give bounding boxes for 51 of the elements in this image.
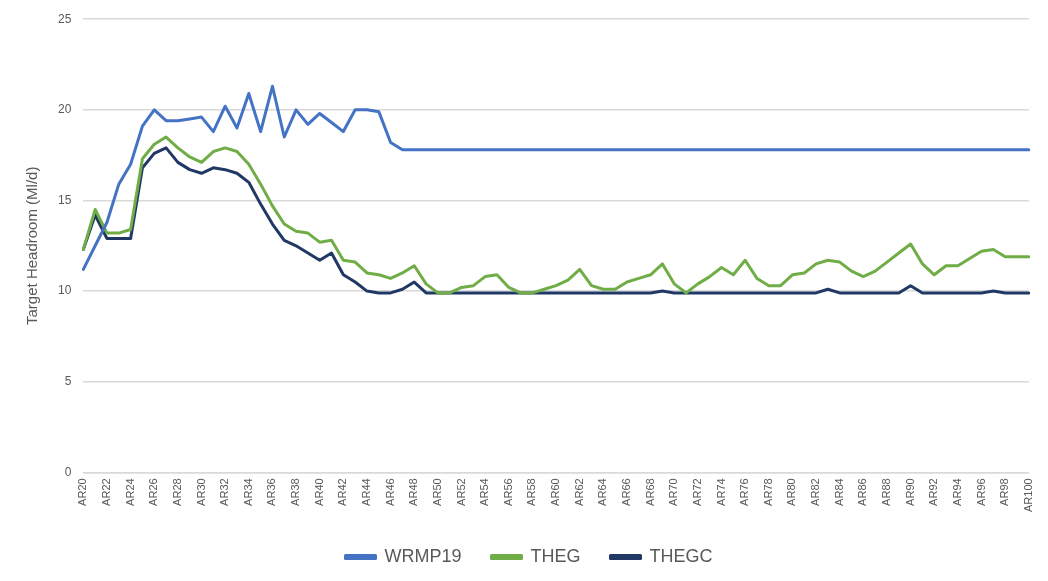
y-tick-label: 15 bbox=[57, 192, 72, 207]
x-tick-label: AR66 bbox=[620, 478, 633, 506]
x-tick-label: AR52 bbox=[454, 478, 467, 506]
x-tick-label: AR46 bbox=[383, 478, 396, 506]
x-tick-label: AR32 bbox=[218, 478, 231, 506]
x-tick-label: AR24 bbox=[123, 478, 136, 506]
y-tick-label: 10 bbox=[57, 283, 72, 298]
x-tick-label: AR86 bbox=[856, 478, 869, 506]
x-tick-label: AR44 bbox=[360, 478, 373, 506]
x-tick-label: AR88 bbox=[880, 478, 893, 506]
x-tick-label: AR28 bbox=[170, 478, 183, 506]
y-axis-title: Target Headroom (Ml/d) bbox=[23, 166, 41, 325]
x-tick-label: AR84 bbox=[832, 478, 845, 506]
x-tick-label: AR58 bbox=[525, 478, 538, 506]
x-tick-label: AR74 bbox=[714, 478, 727, 506]
x-tick-label: AR80 bbox=[785, 478, 798, 506]
x-tick-label: AR68 bbox=[643, 478, 656, 506]
legend-label: THEG bbox=[530, 545, 581, 566]
x-tick-label: AR70 bbox=[667, 478, 680, 506]
legend-label: WRMP19 bbox=[384, 545, 462, 566]
x-tick-label: AR90 bbox=[903, 478, 916, 506]
x-tick-label: AR34 bbox=[241, 478, 254, 506]
x-tick-label: AR98 bbox=[998, 478, 1011, 506]
y-tick-label: 25 bbox=[57, 11, 72, 26]
x-tick-label: AR38 bbox=[289, 478, 302, 506]
x-tick-label: AR54 bbox=[478, 478, 491, 506]
x-tick-label: AR50 bbox=[430, 478, 443, 506]
x-tick-label: AR62 bbox=[572, 478, 585, 506]
x-tick-label: AR76 bbox=[738, 478, 751, 506]
x-tick-label: AR78 bbox=[761, 478, 774, 506]
x-tick-label: AR96 bbox=[974, 478, 987, 506]
y-tick-label: 5 bbox=[64, 374, 72, 389]
x-tick-label: AR100 bbox=[1021, 478, 1034, 513]
x-tick-label: AR42 bbox=[336, 478, 349, 506]
x-tick-label: AR72 bbox=[690, 478, 703, 506]
x-tick-label: AR36 bbox=[265, 478, 278, 506]
x-tick-label: AR92 bbox=[927, 478, 940, 506]
x-tick-label: AR56 bbox=[501, 478, 514, 506]
x-tick-label: AR48 bbox=[407, 478, 420, 506]
x-tick-label: AR20 bbox=[76, 478, 89, 506]
legend-label: THEGC bbox=[649, 545, 713, 566]
x-tick-label: AR94 bbox=[950, 478, 963, 506]
x-tick-label: AR64 bbox=[596, 478, 609, 506]
y-tick-label: 0 bbox=[64, 464, 72, 479]
x-tick-label: AR40 bbox=[312, 478, 325, 506]
x-tick-label: AR82 bbox=[809, 478, 822, 506]
x-tick-label: AR26 bbox=[147, 478, 160, 506]
x-tick-label: AR60 bbox=[549, 478, 562, 506]
x-tick-label: AR30 bbox=[194, 478, 207, 506]
x-tick-label: AR22 bbox=[100, 478, 113, 506]
y-tick-label: 20 bbox=[57, 102, 72, 117]
